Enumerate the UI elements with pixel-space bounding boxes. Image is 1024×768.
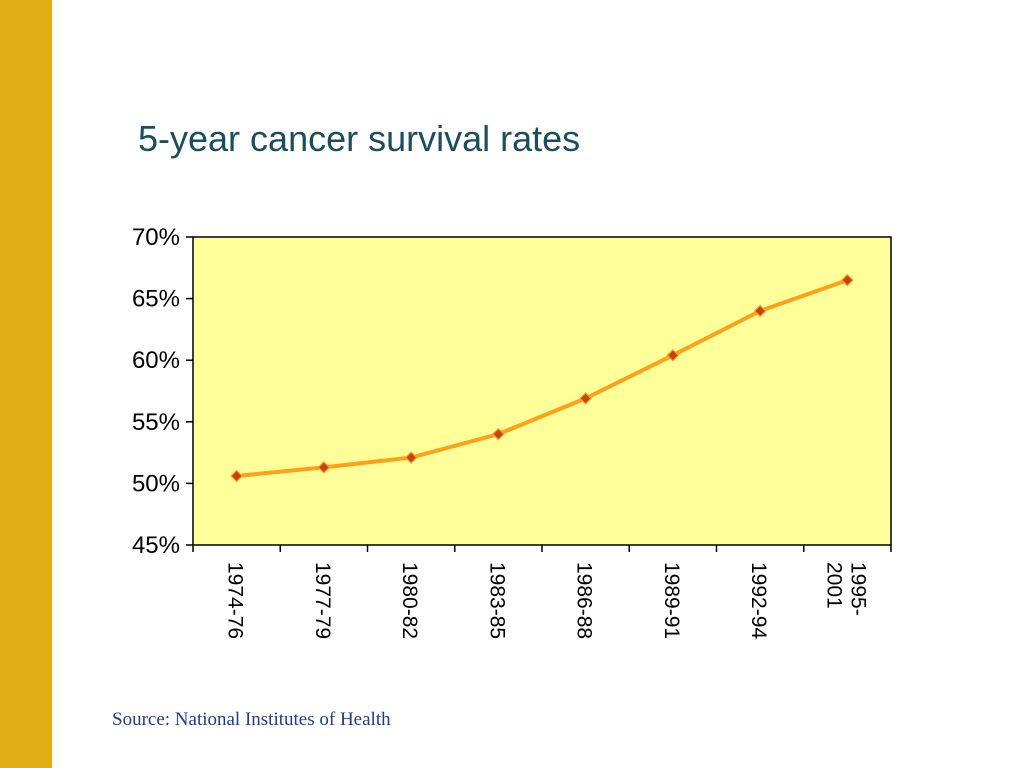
y-axis-labels: 45% 50% 55% 60% 65% 70%: [132, 224, 180, 559]
x-tick-label: 1986-88: [573, 562, 596, 639]
svg-text:1974-76: 1974-76: [224, 562, 247, 639]
data-point: [317, 461, 331, 474]
x-tick-label: 1992-94: [747, 562, 770, 639]
data-point: [230, 469, 243, 483]
y-tick-label: 70%: [132, 224, 180, 251]
line-chart: 45% 50% 55% 60% 65% 70% 1974-76 1977-79 1980-82…: [132, 224, 892, 639]
svg-text:1980-82: 1980-82: [398, 562, 421, 639]
x-axis-labels: 1974-76 1977-79 1980-82 1983-85 1986-88 1989-…: [224, 562, 870, 639]
svg-text:1989-91: 1989-91: [660, 562, 683, 639]
y-axis-ticks: [186, 236, 193, 546]
svg-text:2001: 2001: [822, 562, 845, 609]
x-axis-ticks: [192, 545, 892, 552]
svg-text:1983-85: 1983-85: [485, 562, 508, 639]
y-tick-label: 50%: [132, 470, 180, 497]
x-tick-label: 1983-85: [485, 562, 508, 639]
x-tick-label: 1974-76: [224, 562, 247, 639]
y-tick-label: 45%: [132, 532, 180, 559]
y-tick-label: 55%: [132, 409, 180, 436]
y-tick-label: 60%: [132, 347, 180, 374]
data-point: [579, 392, 592, 405]
svg-text:1995-: 1995-: [846, 562, 869, 616]
svg-text:1986-88: 1986-88: [573, 562, 596, 639]
series-group: [230, 273, 854, 483]
slide-title: 5-year cancer survival rates: [138, 118, 581, 159]
data-point: [841, 273, 854, 287]
series-line: [234, 278, 850, 479]
data-point: [492, 427, 505, 441]
data-point: [404, 451, 418, 464]
side-accent-bar: [0, 0, 52, 768]
x-tick-label: 1977-79: [311, 562, 334, 639]
svg-text:1992-94: 1992-94: [747, 562, 770, 639]
x-tick-label: 1995-2001: [822, 562, 869, 616]
svg-text:1977-79: 1977-79: [311, 562, 334, 639]
x-tick-label: 1980-82: [398, 562, 421, 639]
plot-area: [192, 236, 892, 546]
x-tick-label: 1989-91: [660, 562, 683, 639]
source-note: Source: National Institutes of Health: [112, 709, 391, 730]
data-point: [753, 304, 767, 318]
data-point: [666, 348, 680, 362]
y-tick-label: 65%: [132, 286, 180, 313]
